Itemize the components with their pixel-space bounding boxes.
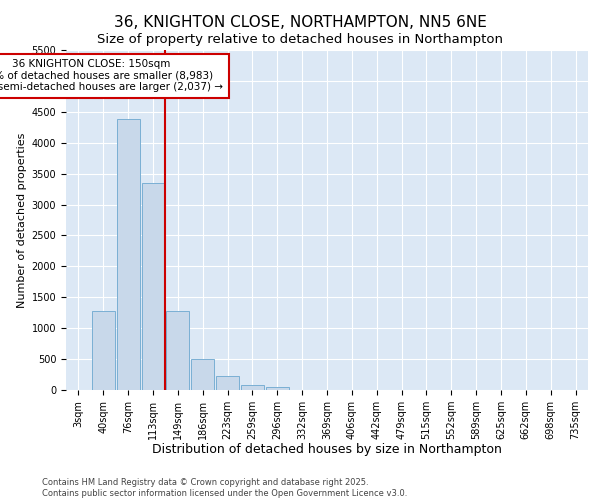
X-axis label: Distribution of detached houses by size in Northampton: Distribution of detached houses by size … bbox=[152, 444, 502, 456]
Bar bbox=[191, 359, 214, 390]
Y-axis label: Number of detached properties: Number of detached properties bbox=[17, 132, 28, 308]
Bar bbox=[117, 119, 140, 390]
Bar bbox=[266, 387, 289, 390]
Bar bbox=[92, 311, 115, 390]
Bar bbox=[216, 376, 239, 390]
Bar bbox=[241, 385, 264, 390]
Text: 36, KNIGHTON CLOSE, NORTHAMPTON, NN5 6NE: 36, KNIGHTON CLOSE, NORTHAMPTON, NN5 6NE bbox=[113, 15, 487, 30]
Text: Size of property relative to detached houses in Northampton: Size of property relative to detached ho… bbox=[97, 32, 503, 46]
Bar bbox=[142, 183, 164, 390]
Text: 36 KNIGHTON CLOSE: 150sqm
← 81% of detached houses are smaller (8,983)
18% of se: 36 KNIGHTON CLOSE: 150sqm ← 81% of detac… bbox=[0, 60, 223, 92]
Bar bbox=[166, 311, 189, 390]
Text: Contains HM Land Registry data © Crown copyright and database right 2025.
Contai: Contains HM Land Registry data © Crown c… bbox=[42, 478, 407, 498]
